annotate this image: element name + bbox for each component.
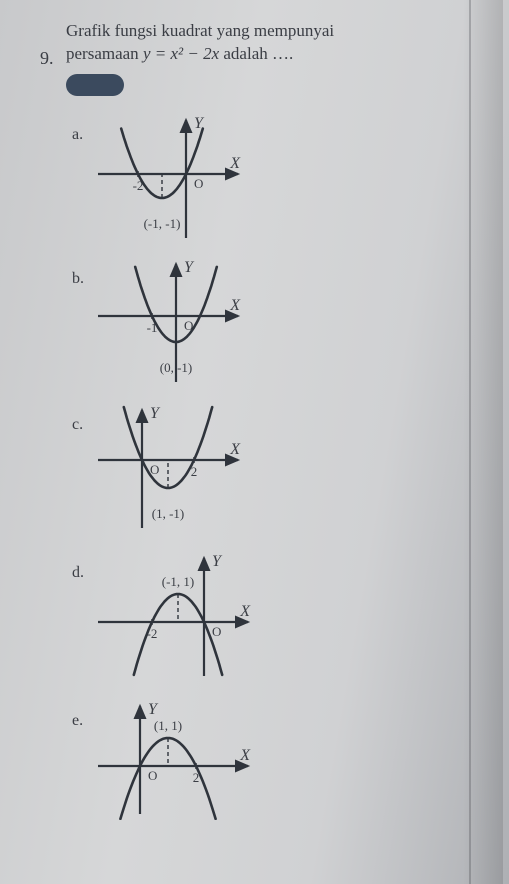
svg-text:Y: Y xyxy=(150,405,161,422)
question-line1: Grafik fungsi kuadrat yang mempunyai xyxy=(66,20,466,43)
graph-e: XYO2(1, 1) xyxy=(94,700,254,820)
graph-a: XYO-2(-1, -1) xyxy=(94,114,244,244)
svg-text:Y: Y xyxy=(212,553,223,570)
graph-c: XYO2(1, -1) xyxy=(94,404,244,534)
svg-text:(1, -1): (1, -1) xyxy=(152,506,185,521)
svg-text:(0, -1): (0, -1) xyxy=(160,360,193,375)
svg-text:(1, 1): (1, 1) xyxy=(154,718,182,733)
option-a: a. XYO-2(-1, -1) xyxy=(72,114,244,244)
svg-text:O: O xyxy=(212,624,221,639)
svg-text:X: X xyxy=(229,297,241,314)
answer-badge xyxy=(66,74,124,96)
svg-text:Y: Y xyxy=(148,701,159,718)
option-e: e. XYO2(1, 1) xyxy=(72,700,254,820)
option-b: b. XYO-1(0, -1) xyxy=(72,258,244,388)
option-c: c. XYO2(1, -1) xyxy=(72,404,244,534)
margin-line xyxy=(469,0,471,884)
graph-b: XYO-1(0, -1) xyxy=(94,258,244,388)
question-line2-post: adalah …. xyxy=(219,44,293,63)
option-a-label: a. xyxy=(72,114,94,144)
svg-text:X: X xyxy=(229,441,241,458)
svg-text:(-1, 1): (-1, 1) xyxy=(162,574,195,589)
svg-text:Y: Y xyxy=(184,259,195,276)
option-d-label: d. xyxy=(72,552,94,582)
question-line2: persamaan y = x² − 2x adalah …. xyxy=(66,43,466,66)
svg-text:X: X xyxy=(239,603,251,620)
option-c-label: c. xyxy=(72,404,94,434)
question-text: Grafik fungsi kuadrat yang mempunyai per… xyxy=(66,20,466,66)
svg-text:O: O xyxy=(148,768,157,783)
svg-text:X: X xyxy=(229,155,241,172)
question-line2-pre: persamaan xyxy=(66,44,143,63)
svg-text:X: X xyxy=(239,747,251,764)
option-d: d. XYO-2(-1, 1) xyxy=(72,552,254,682)
svg-text:(-1, -1): (-1, -1) xyxy=(144,216,181,231)
option-e-label: e. xyxy=(72,700,94,730)
question-number: 9. xyxy=(40,48,54,69)
option-b-label: b. xyxy=(72,258,94,288)
svg-text:O: O xyxy=(194,176,203,191)
page: 9. Grafik fungsi kuadrat yang mempunyai … xyxy=(0,0,509,884)
graph-d: XYO-2(-1, 1) xyxy=(94,552,254,682)
question-equation: y = x² − 2x xyxy=(143,44,219,63)
